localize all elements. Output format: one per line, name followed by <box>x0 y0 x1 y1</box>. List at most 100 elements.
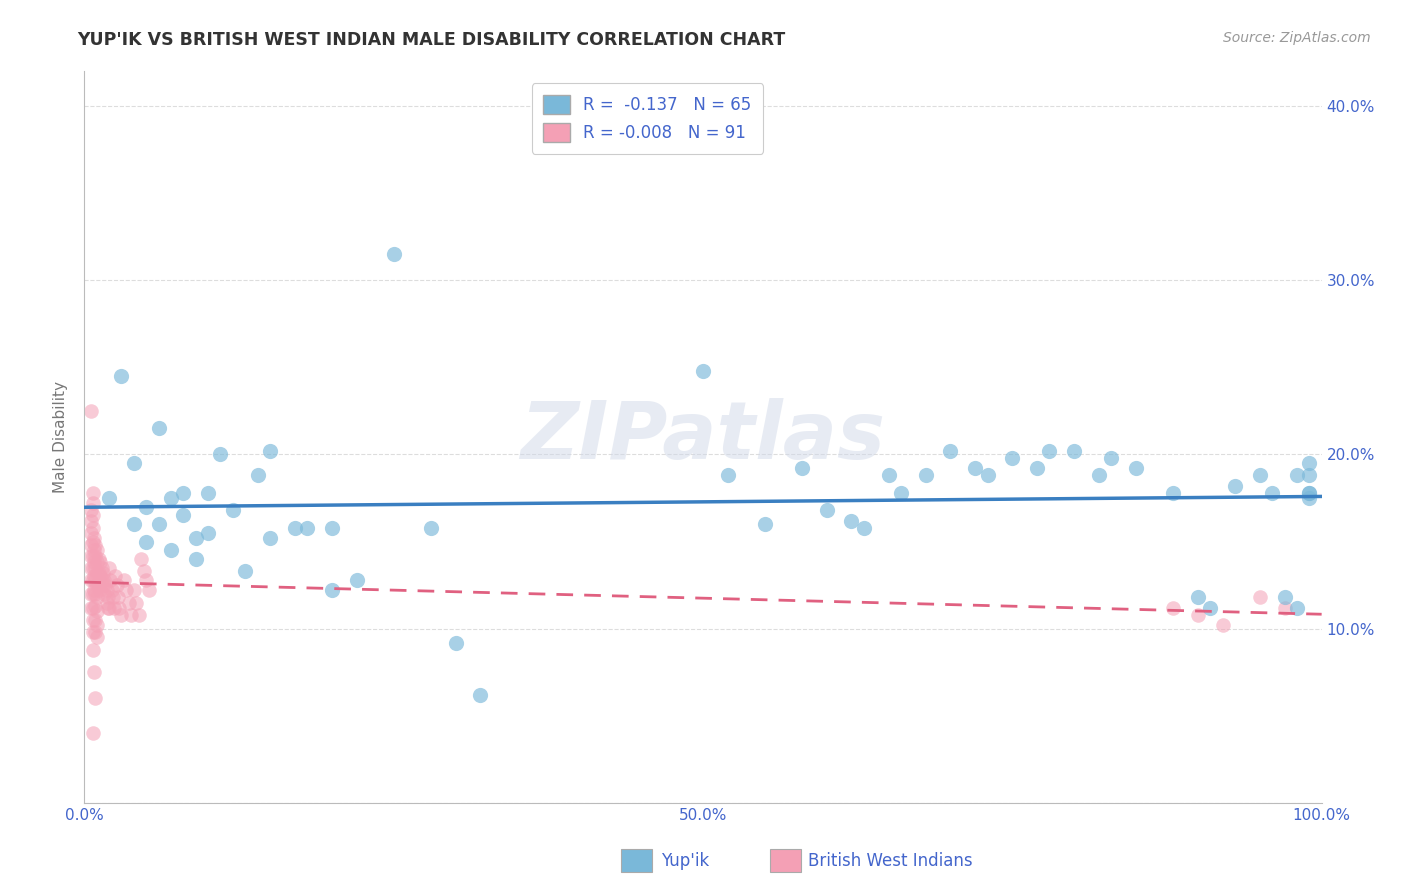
Point <box>79 514 101 528</box>
Point <box>965 461 987 475</box>
Text: Yup'ik: Yup'ik <box>661 852 709 870</box>
Point <box>108 600 131 615</box>
Point <box>122 456 145 470</box>
Point <box>1298 456 1320 470</box>
Point <box>91 566 114 580</box>
Point <box>89 578 111 592</box>
Point <box>1261 485 1284 500</box>
Point <box>90 560 112 574</box>
Legend: R =  -0.137   N = 65, R = -0.008   N = 91: R = -0.137 N = 65, R = -0.008 N = 91 <box>531 83 763 153</box>
Point <box>110 369 132 384</box>
Point <box>82 534 104 549</box>
Point <box>84 560 107 574</box>
Point <box>86 566 108 580</box>
Point <box>1298 485 1320 500</box>
Point <box>1187 607 1209 622</box>
Point <box>346 573 368 587</box>
Point <box>939 444 962 458</box>
Point <box>82 496 104 510</box>
Point <box>84 587 107 601</box>
Point <box>83 583 105 598</box>
Point <box>890 485 912 500</box>
Point <box>1199 600 1222 615</box>
Point <box>112 573 135 587</box>
Point <box>122 517 145 532</box>
Point <box>138 583 160 598</box>
Point <box>89 566 111 580</box>
Point <box>94 578 117 592</box>
Point <box>83 556 105 570</box>
Point <box>79 600 101 615</box>
Point <box>172 485 194 500</box>
Point <box>1223 479 1246 493</box>
Point <box>148 421 170 435</box>
Point <box>135 500 157 514</box>
Point <box>89 556 111 570</box>
Point <box>1001 450 1024 465</box>
Point <box>1285 600 1308 615</box>
Point <box>1125 461 1147 475</box>
Point <box>1274 591 1296 605</box>
Point <box>107 591 129 605</box>
Point <box>1298 468 1320 483</box>
Point <box>692 364 714 378</box>
Point <box>84 613 107 627</box>
Point <box>120 607 142 622</box>
Point <box>1298 485 1320 500</box>
Text: Source: ZipAtlas.com: Source: ZipAtlas.com <box>1223 31 1371 45</box>
Text: YUP'IK VS BRITISH WEST INDIAN MALE DISABILITY CORRELATION CHART: YUP'IK VS BRITISH WEST INDIAN MALE DISAB… <box>77 31 786 49</box>
Point <box>754 517 776 532</box>
Point <box>1099 450 1122 465</box>
Point <box>96 583 118 598</box>
Point <box>132 564 155 578</box>
Point <box>98 491 121 505</box>
Point <box>79 587 101 601</box>
Point <box>852 521 875 535</box>
Point <box>104 569 127 583</box>
Point <box>86 618 108 632</box>
Point <box>118 595 141 609</box>
Point <box>815 503 838 517</box>
Point <box>103 600 125 615</box>
Point <box>79 560 101 574</box>
Point <box>125 595 148 609</box>
Point <box>79 538 101 552</box>
Point <box>82 613 104 627</box>
Point <box>98 600 121 615</box>
Point <box>284 521 307 535</box>
Point <box>1161 600 1184 615</box>
Point <box>1274 600 1296 615</box>
Point <box>100 583 122 598</box>
Point <box>82 508 104 523</box>
Point <box>197 485 219 500</box>
Point <box>86 631 108 645</box>
Point <box>148 517 170 532</box>
Point <box>82 560 104 574</box>
Point <box>83 569 105 583</box>
Point <box>84 625 107 640</box>
Point <box>82 625 104 640</box>
Point <box>841 514 863 528</box>
Point <box>84 549 107 563</box>
Point <box>1249 468 1271 483</box>
Point <box>93 573 115 587</box>
Point <box>160 543 183 558</box>
Point <box>295 521 318 535</box>
Point <box>321 583 343 598</box>
Point <box>1249 591 1271 605</box>
Point <box>89 569 111 583</box>
Point <box>1212 618 1234 632</box>
Point <box>96 595 118 609</box>
Point <box>135 534 157 549</box>
Point <box>83 543 105 558</box>
Point <box>97 591 120 605</box>
Point <box>97 600 120 615</box>
Text: British West Indians: British West Indians <box>808 852 973 870</box>
Point <box>135 573 157 587</box>
Point <box>160 491 183 505</box>
Point <box>209 448 232 462</box>
Point <box>89 583 111 598</box>
Point <box>470 688 492 702</box>
Point <box>321 521 343 535</box>
Y-axis label: Male Disability: Male Disability <box>53 381 69 493</box>
